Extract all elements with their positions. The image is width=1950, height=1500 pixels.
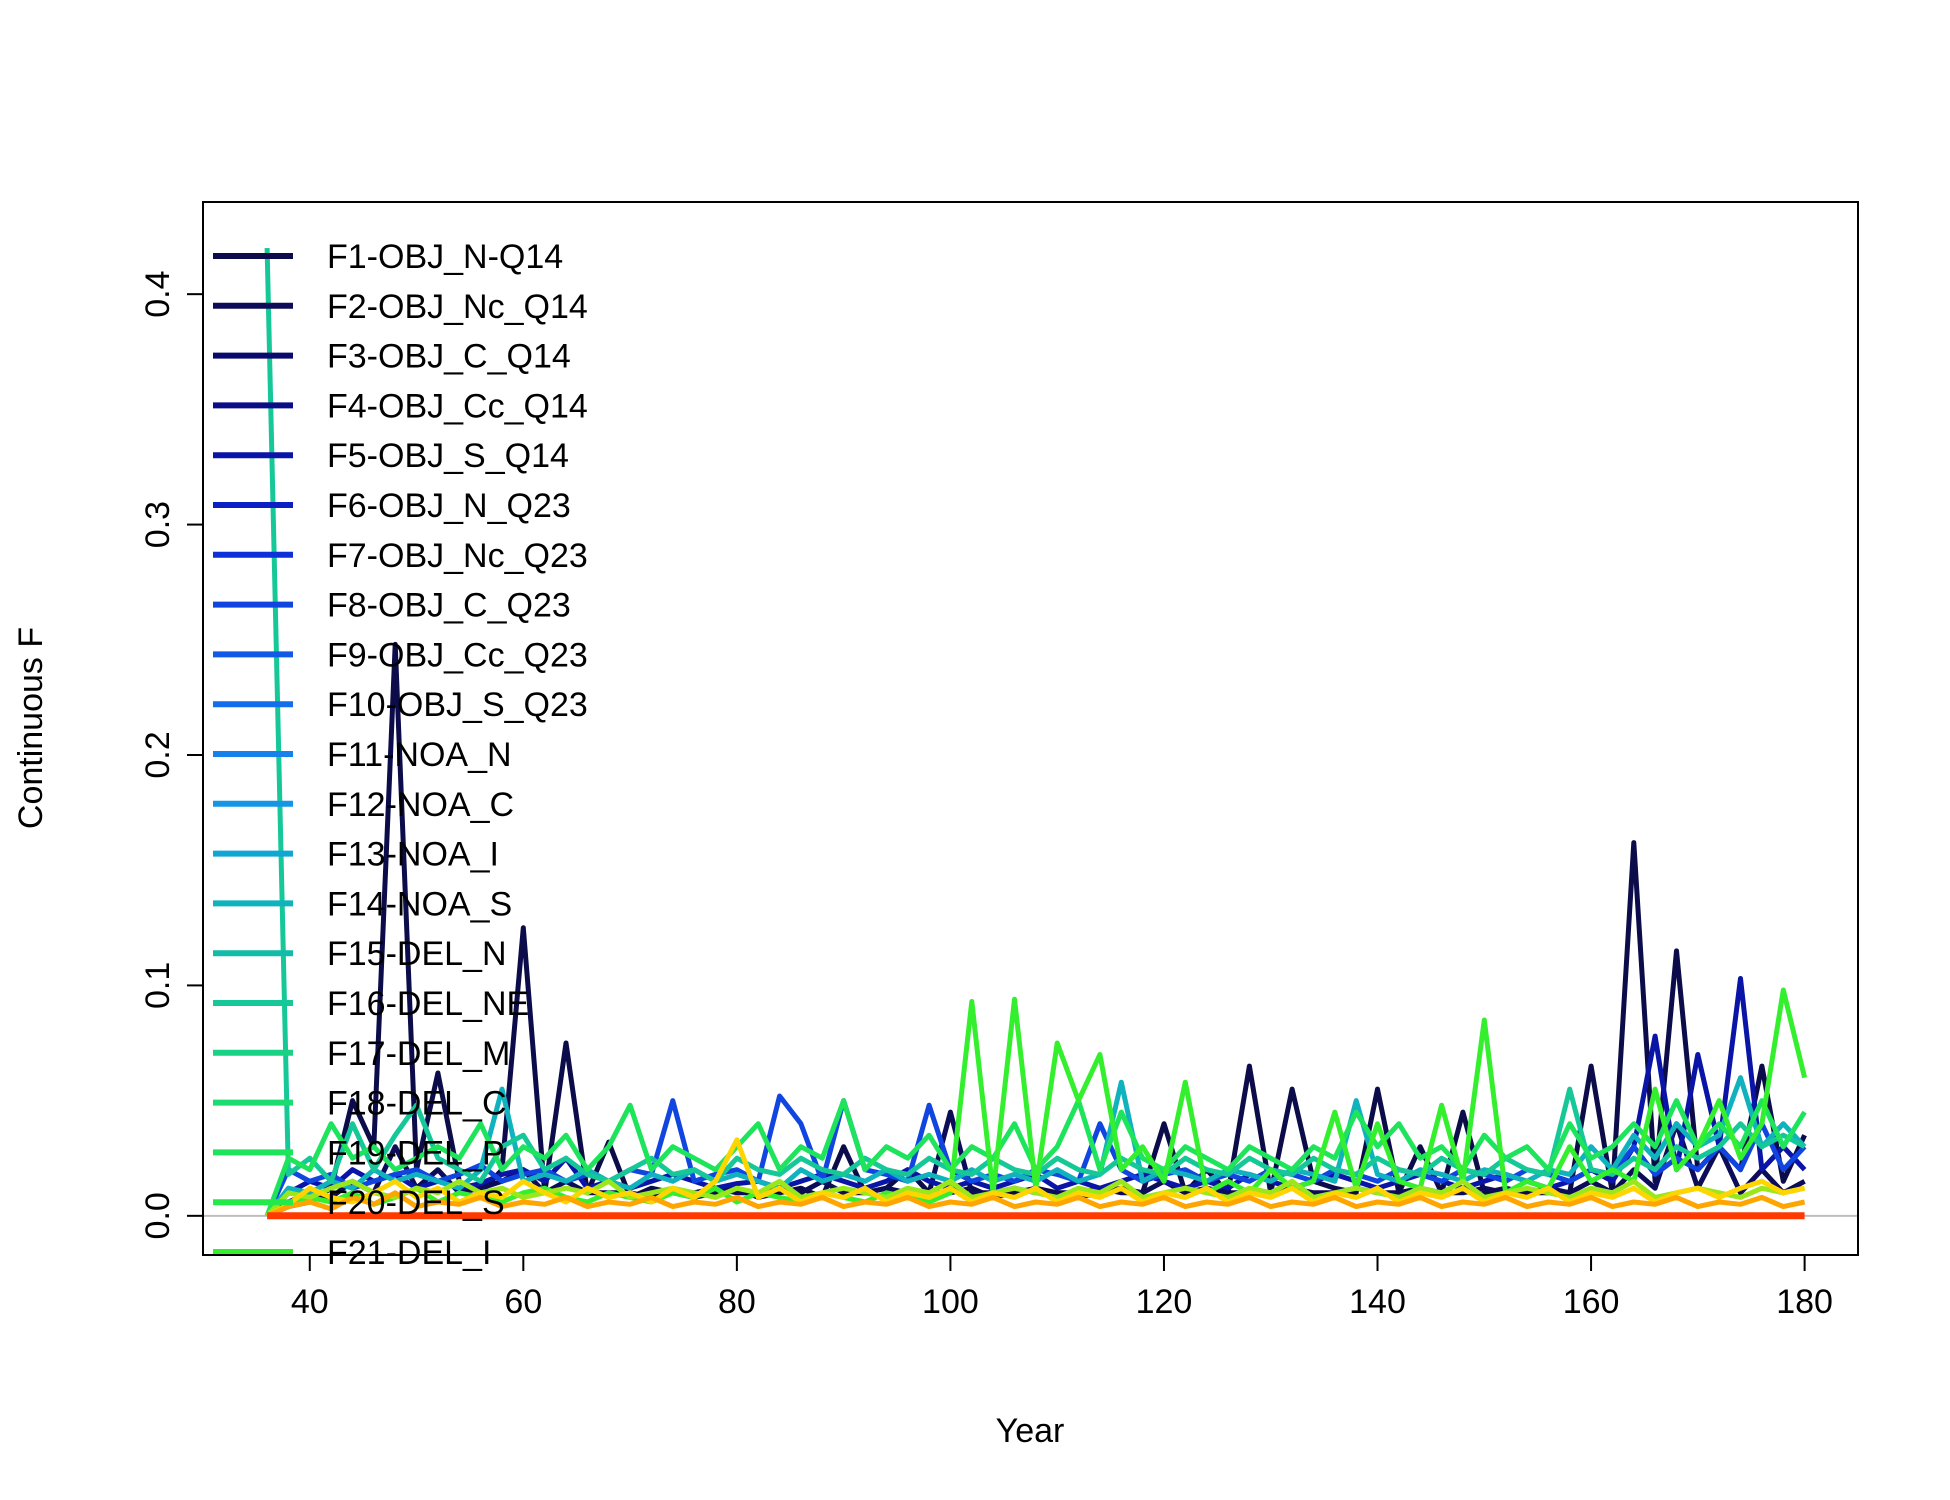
legend-label: F11-NOA_N — [327, 736, 512, 774]
legend-entry: F19-DEL_P — [213, 1134, 505, 1172]
legend-label: F20-DEL_S — [327, 1184, 505, 1222]
legend-label: F9-OBJ_Cc_Q23 — [327, 636, 588, 674]
y-axis: 0.0 0.1 0.2 0.3 0.4 — [139, 271, 204, 1239]
legend-label: F7-OBJ_Nc_Q23 — [327, 537, 588, 575]
y-tick-label: 0.1 — [139, 962, 177, 1009]
legend-label: F5-OBJ_S_Q14 — [327, 437, 569, 475]
legend-entry: F3-OBJ_C_Q14 — [213, 338, 571, 376]
legend-entry: F2-OBJ_Nc_Q14 — [213, 288, 588, 326]
legend: F1-OBJ_N-Q14 F2-OBJ_Nc_Q14 F3-OBJ_C_Q14 F4-… — [213, 238, 588, 1272]
legend-entry: F12-NOA_C — [213, 786, 514, 824]
legend-label: F12-NOA_C — [327, 786, 514, 824]
legend-label: F10-OBJ_S_Q23 — [327, 686, 588, 724]
series-line-9 — [265, 1178, 1806, 1218]
legend-entry: F17-DEL_M — [213, 1035, 510, 1073]
legend-entry: F18-DEL_C — [213, 1085, 507, 1123]
series-line-11 — [266, 1190, 1806, 1219]
legend-label: F4-OBJ_Cc_Q14 — [327, 387, 588, 425]
legend-label: F13-NOA_I — [327, 836, 499, 874]
series-line-10 — [265, 1137, 1806, 1218]
y-tick-label: 0.3 — [139, 501, 177, 548]
legend-entry: F1-OBJ_N-Q14 — [213, 238, 563, 276]
legend-entry: F5-OBJ_S_Q14 — [213, 437, 569, 475]
legend-entry: F20-DEL_S — [213, 1184, 505, 1222]
x-tick-label: 60 — [504, 1283, 542, 1321]
legend-entry: F6-OBJ_N_Q23 — [213, 487, 571, 525]
legend-label: F16-DEL_NE — [327, 985, 529, 1023]
y-tick-label: 0.4 — [139, 271, 177, 318]
legend-entry: F16-DEL_NE — [213, 985, 529, 1023]
legend-entry: F9-OBJ_Cc_Q23 — [213, 636, 588, 674]
legend-label: F18-DEL_C — [327, 1085, 507, 1123]
legend-entry: F10-OBJ_S_Q23 — [213, 686, 588, 724]
x-tick-label: 80 — [718, 1283, 756, 1321]
x-tick-label: 160 — [1563, 1283, 1620, 1321]
x-axis-label: Year — [996, 1412, 1065, 1450]
legend-label: F3-OBJ_C_Q14 — [327, 338, 571, 376]
legend-entry: F15-DEL_N — [213, 935, 507, 973]
legend-label: F19-DEL_P — [327, 1134, 505, 1172]
legend-entry: F13-NOA_I — [213, 836, 499, 874]
legend-label: F1-OBJ_N-Q14 — [327, 238, 563, 276]
legend-entry: F7-OBJ_Nc_Q23 — [213, 537, 588, 575]
legend-entry: F8-OBJ_C_Q23 — [213, 587, 571, 625]
series-lines — [264, 248, 1808, 1220]
x-tick-label: 100 — [922, 1283, 979, 1321]
x-tick-label: 120 — [1136, 1283, 1193, 1321]
legend-label: F6-OBJ_N_Q23 — [327, 487, 571, 525]
x-tick-label: 40 — [291, 1283, 329, 1321]
x-tick-label: 180 — [1776, 1283, 1833, 1321]
y-tick-label: 0.2 — [139, 731, 177, 778]
y-tick-label: 0.0 — [139, 1192, 177, 1239]
legend-label: F2-OBJ_Nc_Q14 — [327, 288, 588, 326]
legend-label: F15-DEL_N — [327, 935, 507, 973]
x-tick-label: 140 — [1349, 1283, 1406, 1321]
legend-entry: F4-OBJ_Cc_Q14 — [213, 387, 588, 425]
legend-label: F14-NOA_S — [327, 885, 512, 923]
legend-entry: F11-NOA_N — [213, 736, 512, 774]
y-axis-label: Continuous F — [12, 627, 50, 829]
legend-label: F17-DEL_M — [327, 1035, 510, 1073]
legend-entry: F14-NOA_S — [213, 885, 512, 923]
legend-entry: F21-DEL_I — [213, 1234, 491, 1272]
legend-label: F8-OBJ_C_Q23 — [327, 587, 571, 625]
legend-label: F21-DEL_I — [327, 1234, 491, 1272]
x-axis: 40 60 80 100 120 140 160 180 — [291, 1254, 1833, 1321]
